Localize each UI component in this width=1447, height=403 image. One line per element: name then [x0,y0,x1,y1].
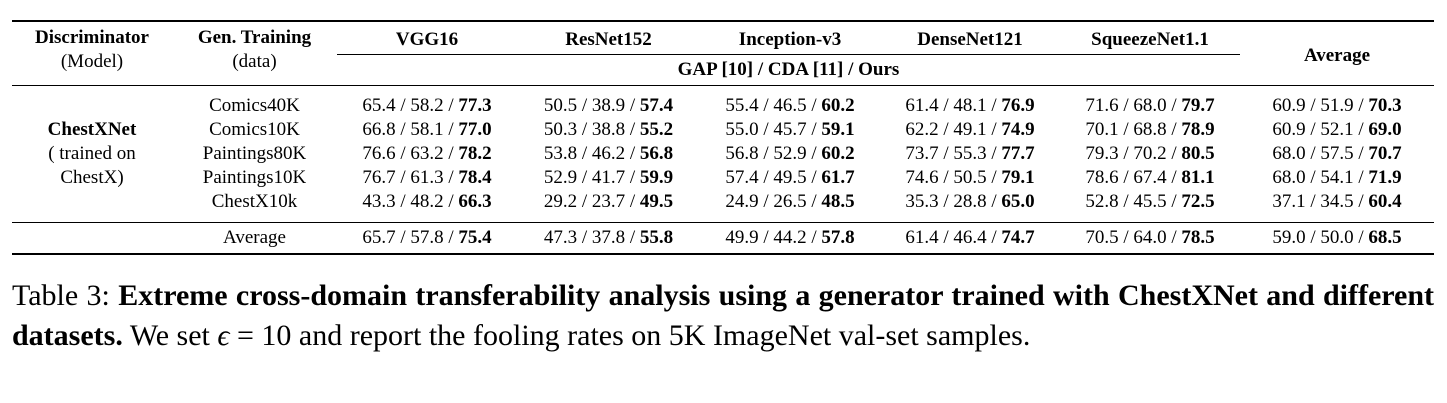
table-cell: 76.7 / 61.3 / 78.4 [362,167,492,188]
gen-training-sublabel: (data) [232,51,277,72]
caption-label: Table 3: [12,279,110,312]
table-cell: 60.9 / 52.1 / 69.0 [1272,119,1402,140]
model-header-densenet121: DenseNet121 [880,21,1060,55]
discriminator-cell: ChestXNet ( trained on ChestX) [12,94,172,214]
table-cell: 70.1 / 68.8 / 78.9 [1085,119,1215,140]
table-cell: 70.5 / 64.0 / 78.5 [1085,227,1215,248]
table-cell: 56.8 / 52.9 / 60.2 [725,143,855,164]
table-cell: 78.6 / 67.4 / 81.1 [1085,167,1215,188]
table-cell: 50.3 / 38.8 / 55.2 [543,119,674,140]
caption-bold-text: Extreme cross-domain transferability ana… [12,279,1435,352]
discriminator-header: Discriminator (Model) [12,21,172,86]
table-cell: 55.0 / 45.7 / 59.1 [725,119,855,140]
discriminator-label: Discriminator [35,27,149,48]
row-label: ChestX10k [211,191,298,212]
discriminator-note-line2: ChestX) [60,167,124,188]
table-cell: 76.6 / 63.2 / 78.2 [362,143,492,164]
row-label: Paintings80K [202,143,307,164]
table-cell: 52.8 / 45.5 / 72.5 [1085,191,1215,212]
table-cell: 55.4 / 46.5 / 60.2 [725,95,855,116]
table-caption: Table 3: Extreme cross-domain transferab… [12,276,1434,356]
gen-training-label: Gen. Training [197,27,312,48]
table-cell: 37.1 / 34.5 / 60.4 [1272,191,1402,212]
caption-text-before-eps: We set [129,319,210,352]
table-cell: 52.9 / 41.7 / 59.9 [543,167,674,188]
average-row: Average 65.7 / 57.8 / 75.4 47.3 / 37.8 /… [12,222,1434,254]
table-row: Comics10K 66.8 / 58.1 / 77.0 50.3 / 38.8… [12,118,1434,142]
table-cell: 49.9 / 44.2 / 57.8 [725,227,855,248]
discriminator-name: ChestXNet [47,119,137,140]
table-cell: 62.2 / 49.1 / 74.9 [905,119,1035,140]
model-header-vgg16: VGG16 [337,21,517,55]
table-cell: 68.0 / 54.1 / 71.9 [1272,167,1402,188]
table-cell: 61.4 / 46.4 / 74.7 [905,227,1035,248]
table-cell: 79.3 / 70.2 / 80.5 [1085,143,1215,164]
row-label: Comics10K [209,119,300,140]
table-cell: 47.3 / 37.8 / 55.8 [543,227,674,248]
table-row: ChestXNet ( trained on ChestX) Comics40K… [12,94,1434,188]
table-cell: 59.0 / 50.0 / 68.5 [1272,227,1402,248]
table-cell: 60.9 / 51.9 / 70.3 [1272,95,1402,116]
table-cell: 61.4 / 48.1 / 76.9 [905,95,1035,116]
average-row-label: Average [223,227,286,248]
caption-text-after-eps: and report the fooling rates on 5K Image… [298,319,1031,352]
methods-header: GAP [10] / CDA [11] / Ours [677,59,900,80]
average-header: Average [1303,44,1371,66]
table-cell: 50.5 / 38.9 / 57.4 [543,95,674,116]
discriminator-sublabel: (Model) [60,51,124,72]
model-header-resnet152: ResNet152 [517,21,700,55]
table-cell: 74.6 / 50.5 / 79.1 [905,167,1035,188]
discriminator-note-line1: ( trained on [48,143,136,164]
row-label: Comics40K [209,95,300,116]
table-cell: 29.2 / 23.7 / 49.5 [543,191,674,212]
table-cell: 65.7 / 57.8 / 75.4 [362,227,492,248]
row-label: Paintings10K [202,167,307,188]
table-row: ChestX10k 43.3 / 48.2 / 66.3 29.2 / 23.7… [12,190,1434,214]
table-cell: 71.6 / 68.0 / 79.7 [1085,95,1215,116]
table-cell: 43.3 / 48.2 / 66.3 [362,191,492,212]
table-cell: 66.8 / 58.1 / 77.0 [362,119,492,140]
table-cell: 65.4 / 58.2 / 77.3 [362,95,492,116]
gen-training-header: Gen. Training (data) [172,21,337,86]
caption-epsilon: ϵ [217,319,230,352]
model-header-inception-v3: Inception-v3 [700,21,880,55]
results-table: Discriminator (Model) Gen. Training (dat… [12,20,1434,255]
table-cell: 24.9 / 26.5 / 48.5 [725,191,855,212]
table-cell: 57.4 / 49.5 / 61.7 [725,167,855,188]
table-cell: 73.7 / 55.3 / 77.7 [905,143,1035,164]
table-cell: 35.3 / 28.8 / 65.0 [905,191,1035,212]
table-row: Paintings10K 76.7 / 61.3 / 78.4 52.9 / 4… [12,166,1434,190]
table-cell: 68.0 / 57.5 / 70.7 [1272,143,1402,164]
model-header-squeezenet11: SqueezeNet1.1 [1060,21,1240,55]
table-cell: 53.8 / 46.2 / 56.8 [543,143,674,164]
caption-eps-value: = 10 [236,319,292,352]
table-row: Paintings80K 76.6 / 63.2 / 78.2 53.8 / 4… [12,142,1434,166]
